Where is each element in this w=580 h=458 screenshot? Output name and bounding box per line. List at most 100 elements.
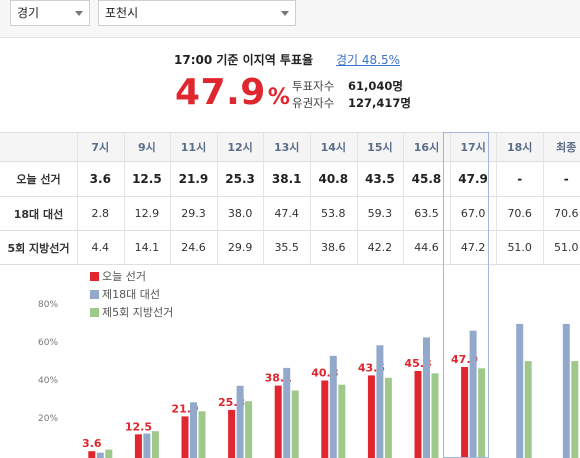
column-divider [496, 132, 497, 265]
bar-local5 [478, 368, 486, 458]
row-label: 5회 지방선거 [7, 241, 70, 255]
filter-bar: 경기 포천시 [0, 0, 580, 38]
bar-prev18 [329, 355, 337, 458]
table-row: 오늘 선거 3.6 12.5 21.9 25.3 38.1 40.8 43.5 45.8 47.9… [0, 161, 580, 195]
column-divider [124, 132, 125, 265]
bar-local5 [105, 449, 113, 458]
bar-local5 [524, 361, 532, 458]
column-divider [263, 132, 264, 265]
bar-today [181, 416, 189, 458]
table-cell: 35.5 [274, 241, 299, 254]
bar-prev18 [143, 433, 151, 458]
column-header-0: 7시 [91, 141, 110, 154]
bar-local5 [151, 431, 159, 458]
table-cell: 38.0 [227, 207, 253, 220]
table-cell: 21.9 [178, 171, 209, 186]
column-header-3: 12시 [227, 141, 253, 154]
time-label: 17:00 기준 이지역 투표율 [174, 53, 314, 67]
region-select-value: 경기 [17, 6, 40, 20]
bar-prev18 [96, 452, 104, 458]
table-cell: 2.8 [91, 207, 110, 220]
bar-local5 [431, 373, 439, 458]
eligible-label: 유권자수 [292, 96, 335, 110]
table-cell: 38.6 [321, 241, 346, 254]
legend-label-today: 오늘 선거 [102, 270, 146, 283]
region-turnout-link[interactable]: 경기 48.5% [336, 53, 401, 67]
turnout-counts: 투표자수 61,040명 유권자수 127,417명 [292, 78, 411, 112]
table-cell: 3.6 [89, 171, 111, 186]
table-row: 18대 대선 2.8 12.9 29.3 38.0 47.4 53.8 59.3 63.5 67.… [0, 196, 580, 230]
table-cell: 25.3 [225, 171, 255, 186]
table-cell: 38.1 [271, 171, 302, 186]
column-header-6: 15시 [367, 141, 393, 154]
column-divider [310, 132, 311, 265]
table-cell: 14.1 [134, 241, 160, 254]
table-cell: 70.6 [507, 207, 532, 220]
column-header-2: 11시 [180, 141, 207, 154]
legend-item-today: 오늘 선거 [90, 268, 173, 286]
table-cell: 51.0 [507, 241, 532, 254]
legend-swatch-prev18 [90, 290, 99, 299]
table-cell: 4.4 [91, 241, 110, 254]
column-header-9: 18시 [506, 141, 533, 154]
table-cell: 45.8 [411, 171, 442, 186]
legend-label-local5: 제5회 지방선거 [102, 306, 174, 319]
table-cell: 43.5 [365, 171, 395, 186]
column-header-1: 9시 [138, 141, 156, 154]
column-header-8: 17시 [460, 141, 486, 154]
column-header-7: 16시 [413, 141, 440, 154]
table-cell: 67.0 [460, 207, 486, 220]
voters-value: 61,040명 [348, 79, 403, 93]
column-divider [543, 132, 544, 265]
column-header-10: 최종 [556, 141, 577, 154]
bar-prev18 [190, 402, 197, 458]
column-divider [77, 132, 78, 265]
column-divider [217, 132, 218, 265]
bar-today [88, 451, 96, 458]
table-cell: 42.2 [367, 241, 393, 254]
bar-local5 [571, 361, 579, 458]
turnout-big-value: 47.9% [175, 72, 290, 113]
y-tick-label: 20% [38, 414, 59, 424]
row-label: 18대 대선 [13, 207, 64, 221]
y-tick-label: 80% [38, 300, 59, 310]
column-header-4: 13시 [273, 141, 300, 154]
y-tick-label: 40% [38, 376, 59, 386]
eligible-value: 127,417명 [348, 96, 411, 110]
column-divider [403, 132, 404, 265]
row-label: 오늘 선거 [16, 172, 61, 186]
bar-prev18 [283, 367, 291, 458]
y-tick-label: 60% [38, 338, 59, 348]
voters-label: 투표자수 [292, 79, 335, 93]
bar-local5 [245, 401, 253, 458]
bar-today [274, 385, 282, 458]
turnout-unit: % [267, 85, 291, 110]
bar-prev18 [376, 345, 384, 458]
table-cell: 70.6 [554, 207, 579, 220]
table-cell: 47.2 [460, 241, 486, 254]
bar-today [461, 367, 469, 458]
table-cell: 40.8 [318, 171, 349, 186]
bar-today [367, 375, 375, 458]
bar-today [321, 380, 329, 458]
table-cell: 53.8 [321, 207, 346, 220]
bar-local5 [198, 411, 206, 458]
legend-swatch-local5 [90, 308, 99, 317]
table-row: 5회 지방선거 4.4 14.1 24.6 29.9 35.5 38.6 42.2 44.6 47… [0, 230, 580, 264]
column-header-5: 14시 [320, 141, 347, 154]
table-cell: 29.3 [181, 207, 206, 220]
bar-today [228, 409, 236, 458]
city-select-value: 포천시 [105, 6, 139, 20]
table-cell: 47.9 [458, 171, 488, 186]
region-select[interactable]: 경기 [10, 0, 90, 26]
column-divider [170, 132, 171, 265]
table-cell: 44.6 [414, 241, 439, 254]
table-cell: 63.5 [414, 207, 439, 220]
table-cell: - [563, 171, 569, 186]
legend-swatch-today [90, 272, 99, 281]
table-cell: - [517, 171, 523, 186]
column-divider [357, 132, 358, 265]
turnout-bar-chart: 3.612.521.9 25.338.1 40.8 43.5 45.8 47.9 [82, 323, 579, 458]
city-select[interactable]: 포천시 [98, 0, 296, 26]
bar-data-label: 12.5 [125, 420, 152, 433]
